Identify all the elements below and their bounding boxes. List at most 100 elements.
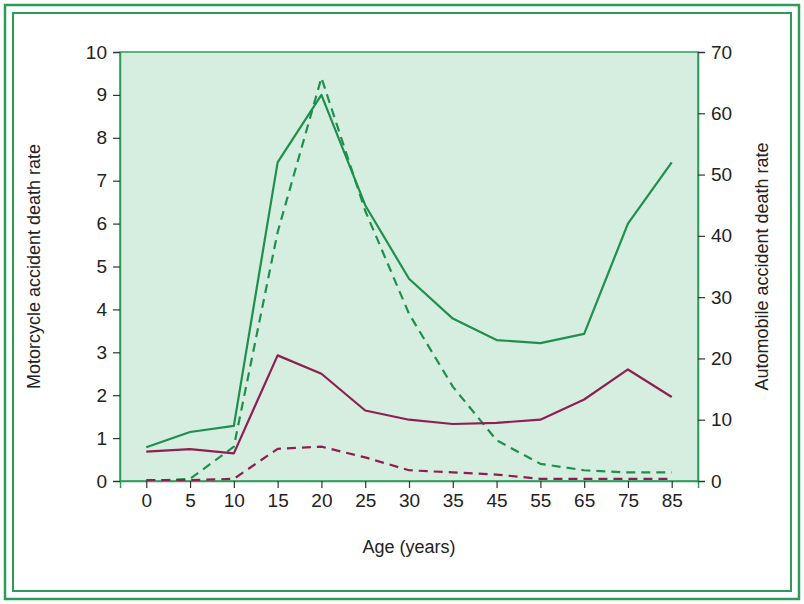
tick-mark [540, 481, 541, 488]
tick-mark [628, 481, 629, 488]
tick-label: 1 [96, 428, 107, 449]
tick: 15 [268, 481, 289, 511]
tick: 30 [399, 481, 420, 511]
plot-area [120, 52, 698, 481]
tick: 6 [96, 213, 120, 234]
tick-label: 3 [96, 342, 107, 363]
axis-line [113, 53, 121, 482]
tick-mark [698, 113, 705, 114]
tick: 1 [96, 428, 120, 449]
tick: 45 [487, 481, 508, 511]
y2-axis: 0 10 20 30 40 50 60 70 [698, 42, 732, 492]
series-line [146, 78, 671, 481]
tick-mark [672, 481, 673, 488]
tick-mark [698, 52, 705, 53]
tick: 0 [141, 481, 152, 511]
tick-label: 30 [399, 490, 420, 511]
tick: 50 [698, 164, 732, 185]
tick-mark [113, 224, 120, 225]
tick: 20 [311, 481, 332, 511]
tick-label: 40 [711, 225, 732, 246]
tick: 10 [86, 42, 120, 63]
tick: 8 [96, 127, 120, 148]
tick-label: 7 [96, 170, 107, 191]
tick-mark [321, 481, 322, 488]
axis-line [699, 53, 706, 482]
tick-label: 70 [711, 42, 732, 63]
tick-mark [113, 395, 120, 396]
tick: 65 [574, 481, 595, 511]
tick: 20 [698, 348, 732, 369]
tick-label: 25 [355, 490, 376, 511]
tick: 0 [96, 471, 120, 492]
tick-mark [234, 481, 235, 488]
tick-mark [698, 174, 705, 175]
tick-mark [113, 438, 120, 439]
tick: 30 [698, 287, 732, 308]
tick: 9 [96, 84, 120, 105]
tick-mark [113, 52, 120, 53]
tick: 7 [96, 170, 120, 191]
tick: 5 [96, 256, 120, 277]
tick-mark [698, 358, 705, 359]
tick-mark [113, 309, 120, 310]
tick-label: 10 [86, 42, 107, 63]
tick-mark [453, 481, 454, 488]
chart: 0510152025303545556575850123456789100102… [0, 0, 804, 604]
tick-label: 35 [443, 490, 464, 511]
tick: 70 [698, 42, 732, 63]
tick: 40 [698, 225, 732, 246]
tick: 10 [698, 409, 732, 430]
tick-mark [584, 481, 585, 488]
y2-axis-title: Automobile accident death rate [752, 142, 772, 390]
tick: 60 [698, 103, 732, 124]
tick-mark [113, 266, 120, 267]
x-axis-title: Age (years) [362, 537, 455, 557]
tick-label: 50 [711, 164, 732, 185]
tick-mark [365, 481, 366, 488]
tick-label: 75 [618, 490, 639, 511]
tick-label: 85 [662, 490, 683, 511]
tick-label: 4 [96, 299, 107, 320]
tick-mark [278, 481, 279, 488]
tick-mark [190, 481, 191, 488]
tick-label: 30 [711, 287, 732, 308]
tick-label: 65 [574, 490, 595, 511]
tick-label: 60 [711, 103, 732, 124]
tick: 4 [96, 299, 120, 320]
tick-label: 20 [711, 348, 732, 369]
tick: 85 [662, 481, 683, 511]
tick-label: 10 [224, 490, 245, 511]
tick: 55 [530, 481, 551, 511]
lines [146, 78, 671, 481]
tick-mark [698, 236, 705, 237]
tick-label: 20 [311, 490, 332, 511]
tick: 5 [185, 481, 196, 511]
tick-mark [113, 95, 120, 96]
tick-mark [496, 481, 497, 488]
tick-label: 5 [185, 490, 196, 511]
tick-mark [146, 481, 147, 488]
series-line [146, 355, 671, 453]
axis-line [121, 482, 699, 489]
tick-label: 10 [711, 409, 732, 430]
tick: 0 [698, 471, 722, 492]
tick-label: 0 [96, 471, 107, 492]
tick: 10 [224, 481, 245, 511]
tick-label: 15 [268, 490, 289, 511]
tick: 25 [355, 481, 376, 511]
tick: 35 [443, 481, 464, 511]
tick-mark [698, 297, 705, 298]
tick: 75 [618, 481, 639, 511]
tick-mark [113, 481, 120, 482]
tick: 3 [96, 342, 120, 363]
tick-label: 0 [141, 490, 152, 511]
tick-mark [698, 481, 705, 482]
tick-label: 9 [96, 84, 107, 105]
tick-mark [409, 481, 410, 488]
tick-label: 55 [530, 490, 551, 511]
tick-label: 45 [487, 490, 508, 511]
tick-mark [113, 181, 120, 182]
tick-label: 0 [711, 471, 722, 492]
x-axis: 0 5 10 15 20 25 30 35 45 55 65 75 85 [121, 481, 699, 511]
